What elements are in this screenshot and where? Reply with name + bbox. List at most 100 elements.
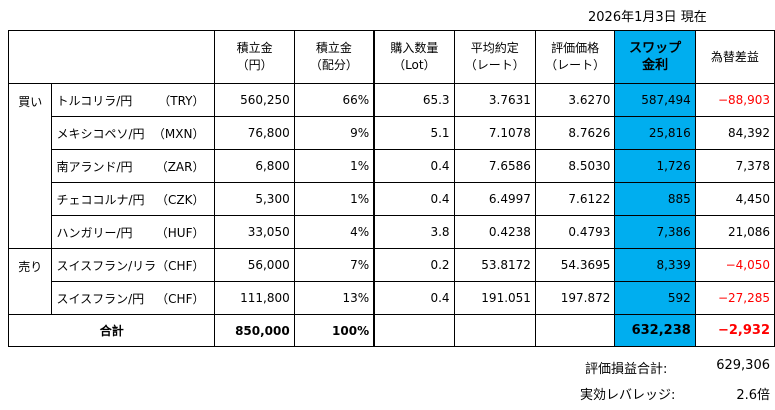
swap-cell: 7,386	[614, 215, 696, 249]
share-cell: 1%	[293, 149, 375, 183]
eval-rate-cell: 54.3695	[534, 248, 616, 282]
lots-cell: 65.3	[373, 83, 455, 117]
summary-value: 629,306	[716, 358, 770, 373]
deposit-cell: 111,800	[214, 281, 295, 315]
total-label: 合計	[7, 314, 216, 347]
header-eval-rate: 評価価格 （レート）	[534, 30, 616, 84]
deposit-cell: 33,050	[214, 215, 295, 249]
avg-rate-cell: 7.1078	[453, 116, 536, 150]
avg-rate-cell: 6.4997	[453, 182, 536, 216]
as-of-date: 2026年1月3日 現在	[588, 10, 707, 25]
currency-code: （CZK）	[156, 192, 205, 207]
lots-cell: 0.4	[373, 281, 455, 315]
currency-code: （CHF）	[156, 258, 205, 273]
table-row: チェココルナ/円 （CZK） 5,300 1% 0.4 6.4997 7.6122 885 4,…	[9, 182, 775, 216]
header-fx-pl: 為替差益	[694, 30, 775, 84]
swap-cell: 592	[614, 281, 696, 315]
swap-cell: 587,494	[614, 83, 696, 117]
lots-cell: 0.4	[373, 149, 455, 183]
header-deposit-share: 積立金 （配分）	[293, 30, 375, 84]
currency-code: （ZAR）	[155, 159, 205, 174]
avg-rate-cell: 191.051	[453, 281, 536, 315]
share-cell: 7%	[293, 248, 375, 282]
currency-code: （TRY）	[158, 93, 205, 108]
total-swap: 632,238	[614, 314, 696, 347]
avg-rate-cell: 53.8172	[453, 248, 536, 282]
side-label: 買い	[7, 83, 53, 249]
summary-label: 実効レバレッジ:	[580, 388, 676, 403]
table-row: 買い トルコリラ/円 （TRY） 560,250 66% 65.3 3.7631 3.6270…	[7, 83, 775, 249]
pair-cell: 南アランド/円 （ZAR）	[51, 149, 216, 183]
share-cell: 1%	[293, 182, 375, 216]
header-blank	[7, 30, 216, 84]
table-row: メキシコペソ/円 （MXN） 76,800 9% 5.1 7.1078 8.7626 25,8…	[9, 116, 775, 150]
eval-rate-cell: 8.5030	[534, 149, 616, 183]
total-deposit: 850,000	[214, 314, 295, 347]
share-cell: 4%	[293, 215, 375, 249]
swap-cell: 1,726	[614, 149, 696, 183]
table-row: ハンガリー/円 （HUF） 33,050 4% 3.8 0.4238 0.4793 7,386…	[9, 215, 775, 249]
total-fx: −2,932	[694, 314, 775, 347]
header-lots: 購入数量 （Lot）	[373, 30, 455, 84]
summary-value: 2.6倍	[736, 388, 770, 403]
total-eval-empty	[534, 314, 616, 347]
eval-rate-cell: 7.6122	[534, 182, 616, 216]
currency-code: （CHF）	[156, 291, 205, 306]
deposit-cell: 5,300	[214, 182, 295, 216]
pair-name: ハンガリー/円	[56, 225, 133, 240]
swap-cell: 25,816	[614, 116, 696, 150]
pair-name: スイスフラン/リラ	[56, 258, 157, 273]
header-swap: スワップ 金利	[614, 30, 696, 84]
fx-pl-cell: 4,450	[694, 182, 775, 216]
header-row: 積立金 （円） 積立金 （配分） 購入数量 （Lot） 平均約定 （レート） 評価価格（…	[7, 30, 775, 84]
fx-pl-cell: 7,378	[694, 149, 775, 183]
pair-name: 南アランド/円	[56, 159, 133, 174]
total-lots-empty	[373, 314, 455, 347]
deposit-cell: 56,000	[214, 248, 295, 282]
pair-cell: チェココルナ/円 （CZK）	[51, 182, 216, 216]
total-row: 合計 850,000 100% 632,238 −2,932	[7, 314, 775, 347]
share-cell: 66%	[293, 83, 375, 117]
share-cell: 9%	[293, 116, 375, 150]
total-share: 100%	[293, 314, 375, 347]
fx-pl-cell: 21,086	[694, 215, 775, 249]
summary-label: 評価損益合計:	[585, 362, 668, 377]
fx-pl-cell: −88,903	[694, 83, 775, 117]
share-cell: 13%	[293, 281, 375, 315]
header-avg-rate: 平均約定 （レート）	[453, 30, 536, 84]
pair-name: スイスフラン/円	[56, 291, 145, 306]
avg-rate-cell: 3.7631	[453, 83, 536, 117]
pair-cell: ハンガリー/円 （HUF）	[51, 215, 216, 249]
side-label: 売り	[7, 248, 53, 315]
eval-rate-cell: 197.872	[534, 281, 616, 315]
summary-leverage: 実効レバレッジ: 2.6倍	[560, 384, 770, 403]
eval-rate-cell: 8.7626	[534, 116, 616, 150]
portfolio-table: 積立金 （円） 積立金 （配分） 購入数量 （Lot） 平均約定 （レート） 評価価格（…	[7, 30, 775, 347]
currency-code: （HUF）	[155, 225, 205, 240]
eval-rate-cell: 0.4793	[534, 215, 616, 249]
summary-eval-pl: 評価損益合計: 629,306	[560, 358, 770, 377]
pair-name: トルコリラ/円	[56, 93, 133, 108]
avg-rate-cell: 0.4238	[453, 215, 536, 249]
eval-rate-cell: 3.6270	[534, 83, 616, 117]
header-deposit-yen: 積立金 （円）	[214, 30, 295, 84]
swap-cell: 8,339	[614, 248, 696, 282]
pair-name: チェココルナ/円	[56, 192, 145, 207]
currency-code: （MXN）	[152, 126, 205, 141]
deposit-cell: 76,800	[214, 116, 295, 150]
fx-pl-cell: −4,050	[694, 248, 775, 282]
lots-cell: 0.4	[373, 182, 455, 216]
table-row: スイスフラン/円 （CHF） 111,800 13% 0.4 191.051 197.872…	[9, 281, 775, 315]
total-avg-empty	[453, 314, 536, 347]
lots-cell: 0.2	[373, 248, 455, 282]
pair-cell: メキシコペソ/円 （MXN）	[51, 116, 216, 150]
swap-cell: 885	[614, 182, 696, 216]
pair-cell: スイスフラン/円 （CHF）	[51, 281, 216, 315]
avg-rate-cell: 7.6586	[453, 149, 536, 183]
fx-pl-cell: 84,392	[694, 116, 775, 150]
fx-pl-cell: −27,285	[694, 281, 775, 315]
pair-name: メキシコペソ/円	[56, 126, 145, 141]
deposit-cell: 560,250	[214, 83, 295, 117]
deposit-cell: 6,800	[214, 149, 295, 183]
table-row: 売り スイスフラン/リラ （CHF） 56,000 7% 0.2 53.8172 54.369…	[7, 248, 775, 315]
